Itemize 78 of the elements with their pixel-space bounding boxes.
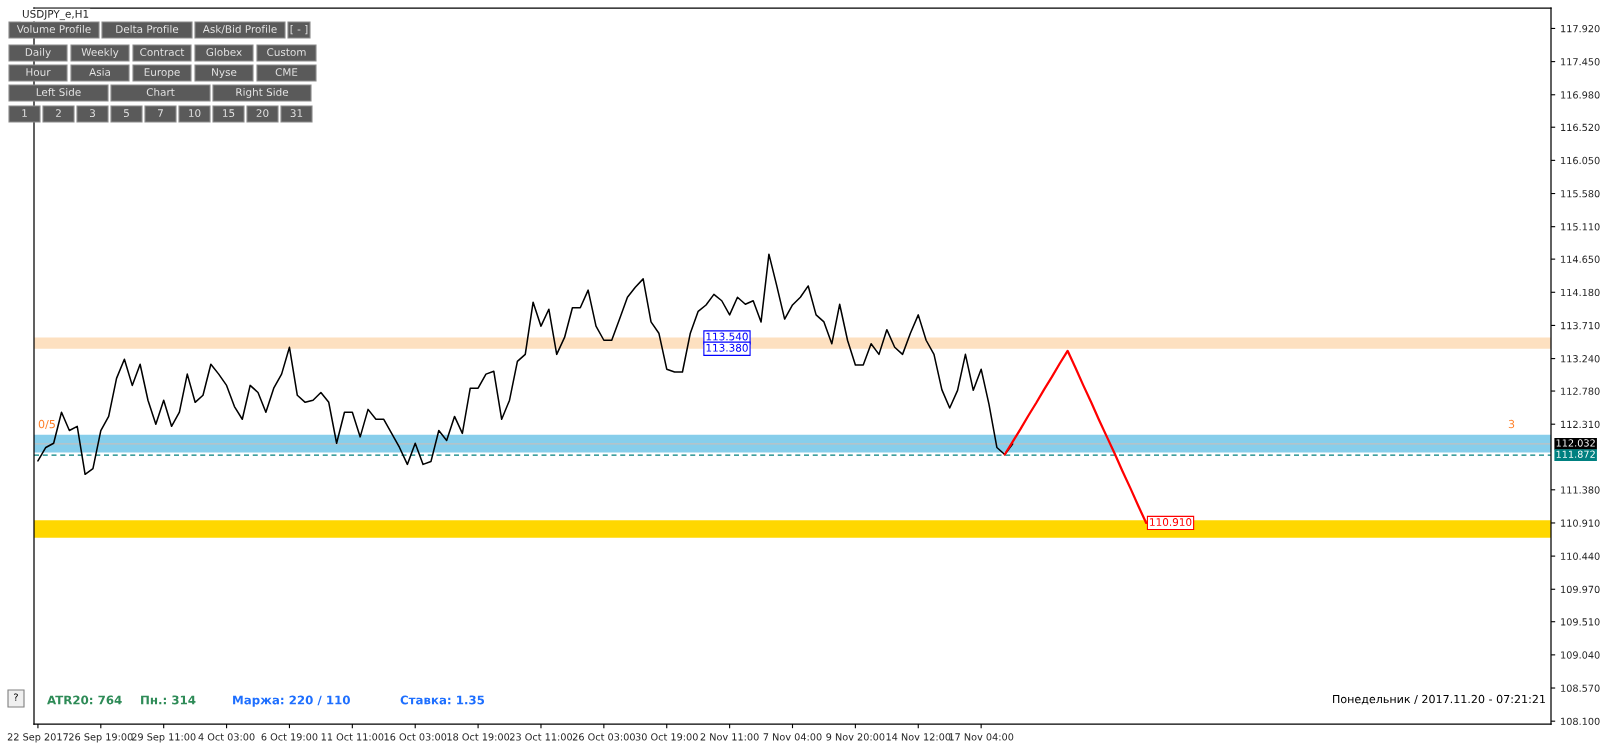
annotation: 7: [158, 109, 163, 117]
annotation: Asia: [89, 67, 110, 77]
y-tick-label: 112.310: [1561, 420, 1600, 429]
text: ?: [14, 693, 18, 701]
annotation: Right Side: [236, 87, 289, 99]
y-tick-label: 117.450: [1561, 58, 1600, 66]
annotation: 3: [89, 109, 95, 118]
y-tick-label: 108.570: [1561, 684, 1600, 692]
annotation: Пн.: 314: [141, 695, 196, 705]
annotation: 31: [290, 109, 303, 118]
annotation: Маржа: 220 / 110: [233, 695, 350, 707]
annotation: 110.910: [1150, 518, 1192, 526]
annotation: Nyse: [212, 68, 237, 79]
y-tick-label: 114.650: [1561, 255, 1600, 263]
annotation: Europe: [144, 68, 180, 79]
ref-line-label: 112.032: [1556, 439, 1595, 447]
annotation: Hour: [26, 68, 51, 77]
annotation: [ - ]: [290, 24, 308, 35]
annotation: Contract: [140, 48, 185, 57]
x-tick-label: 30 Oct 19:00: [635, 733, 698, 741]
x-tick-label: 17 Nov 04:00: [949, 733, 1014, 741]
annotation: Globex: [206, 47, 242, 57]
x-tick-label: 23 Oct 11:00: [510, 733, 573, 741]
line-series: [37, 253, 1014, 476]
y-tick-label: 115.580: [1561, 190, 1600, 198]
annotation: Понедельник / 2017.11.20 - 07:21:21: [1333, 694, 1545, 705]
annotation: Ask/Bid Profile: [202, 24, 277, 34]
annotation: 10: [189, 109, 201, 118]
x-tick-label: 7 Nov 04:00: [763, 733, 822, 741]
y-tick-label: 109.040: [1561, 651, 1600, 659]
annotation: Ставка: 1.35: [400, 695, 485, 705]
y-tick-label: 110.440: [1561, 552, 1600, 560]
x-tick-label: 4 Oct 03:00: [198, 733, 255, 741]
x-tick-label: 16 Oct 03:00: [384, 733, 447, 741]
y-tick-label: 112.780: [1561, 387, 1600, 395]
y-tick-label: 110.910: [1561, 519, 1600, 527]
annotation: Volume Profile: [16, 24, 91, 34]
x-tick-label: 14 Nov 12:00: [886, 733, 951, 741]
x-tick-label: 26 Sep 19:00: [69, 733, 133, 743]
annotation: 113.540: [706, 332, 748, 341]
y-tick-label: 114.180: [1561, 288, 1600, 297]
y-tick-label: 116.050: [1561, 156, 1600, 165]
y-tick-label: 115.110: [1561, 223, 1600, 231]
annotation: Daily: [25, 47, 51, 59]
y-tick-label: 116.980: [1561, 91, 1600, 99]
x-tick-label: 26 Oct 03:00: [572, 733, 635, 741]
annotation: 113.380: [706, 343, 748, 352]
y-tick-label: 117.920: [1561, 24, 1600, 33]
annotation: Weekly: [81, 47, 119, 59]
x-tick-label: 29 Sep 11:00: [131, 733, 196, 743]
y-tick-label: 113.240: [1561, 355, 1600, 363]
x-tick-label: 9 Nov 20:00: [826, 733, 885, 741]
y-tick-label: 111.380: [1561, 486, 1600, 494]
text: 1: [22, 109, 27, 117]
annotation: 5: [123, 109, 129, 118]
annotation: Custom: [267, 48, 306, 57]
annotation: 0/5: [38, 419, 55, 430]
y-tick-label: 113.710: [1561, 321, 1600, 330]
y-tick-label: 109.510: [1561, 618, 1600, 626]
y-tick-label: 109.970: [1561, 585, 1600, 594]
annotation: 2: [55, 109, 61, 117]
annotation: 20: [256, 109, 269, 118]
y-tick-label: 116.520: [1561, 123, 1600, 132]
annotation: Chart: [146, 87, 175, 97]
ref-line-label: 111.872: [1556, 450, 1595, 458]
annotation: Left Side: [36, 87, 81, 97]
chart-title: USDJPY_e,H1: [22, 9, 89, 21]
annotation: ATR20: 764: [47, 695, 122, 705]
x-tick-label: 22 Sep 2017: [7, 733, 68, 743]
x-tick-label: 6 Oct 19:00: [261, 733, 318, 741]
x-tick-label: 18 Oct 19:00: [447, 733, 510, 741]
annotation: 3: [1508, 419, 1515, 429]
annotation: Delta Profile: [116, 24, 179, 34]
x-tick-label: 2 Nov 11:00: [700, 733, 759, 741]
annotation: 15: [223, 109, 235, 118]
y-tick-label: 108.100: [1561, 717, 1600, 726]
x-tick-label: 11 Oct 11:00: [321, 733, 384, 741]
annotation: CME: [275, 68, 298, 77]
